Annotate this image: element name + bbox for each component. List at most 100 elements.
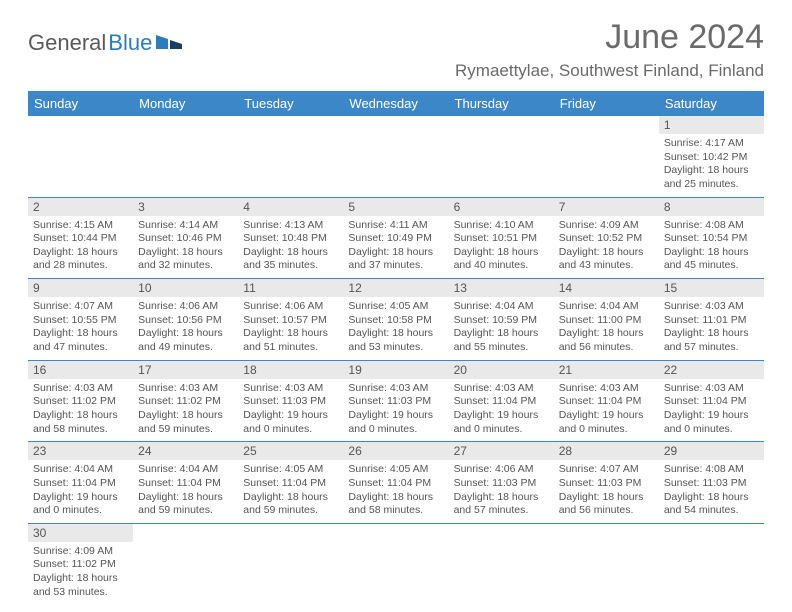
calendar-table: SundayMondayTuesdayWednesdayThursdayFrid… bbox=[28, 91, 764, 604]
sunset-line: Sunset: 11:04 PM bbox=[348, 477, 443, 491]
calendar-day: 9Sunrise: 4:07 AMSunset: 10:55 PMDayligh… bbox=[28, 279, 133, 361]
calendar-day: 14Sunrise: 4:04 AMSunset: 11:00 PMDaylig… bbox=[554, 279, 659, 361]
day-number: 15 bbox=[659, 279, 764, 297]
calendar-day-empty bbox=[449, 116, 554, 197]
sunset-line: Sunset: 11:02 PM bbox=[33, 395, 128, 409]
sunset-line: Sunset: 11:03 PM bbox=[243, 395, 338, 409]
day-header-row: SundayMondayTuesdayWednesdayThursdayFrid… bbox=[28, 91, 764, 116]
calendar-day-empty bbox=[554, 523, 659, 604]
sunset-line: Sunset: 11:04 PM bbox=[138, 477, 233, 491]
sunset-line: Sunset: 10:59 PM bbox=[454, 314, 549, 328]
sunrise-line: Sunrise: 4:05 AM bbox=[348, 463, 443, 477]
day-number: 3 bbox=[133, 198, 238, 216]
sunset-line: Sunset: 10:56 PM bbox=[138, 314, 233, 328]
daylight-line: Daylight: 19 hours and 0 minutes. bbox=[348, 409, 443, 436]
calendar-day: 15Sunrise: 4:03 AMSunset: 11:01 PMDaylig… bbox=[659, 279, 764, 361]
day-info: Sunrise: 4:07 AMSunset: 11:03 PMDaylight… bbox=[554, 460, 659, 523]
calendar-day: 22Sunrise: 4:03 AMSunset: 11:04 PMDaylig… bbox=[659, 360, 764, 442]
daylight-line: Daylight: 18 hours and 59 minutes. bbox=[138, 409, 233, 436]
day-info: Sunrise: 4:03 AMSunset: 11:02 PMDaylight… bbox=[133, 379, 238, 442]
calendar-day-empty bbox=[659, 523, 764, 604]
daylight-line: Daylight: 18 hours and 55 minutes. bbox=[454, 327, 549, 354]
sunrise-line: Sunrise: 4:10 AM bbox=[454, 219, 549, 233]
calendar-day: 16Sunrise: 4:03 AMSunset: 11:02 PMDaylig… bbox=[28, 360, 133, 442]
day-info: Sunrise: 4:17 AMSunset: 10:42 PMDaylight… bbox=[659, 134, 764, 197]
sunset-line: Sunset: 11:03 PM bbox=[348, 395, 443, 409]
calendar-day: 8Sunrise: 4:08 AMSunset: 10:54 PMDayligh… bbox=[659, 197, 764, 279]
sunset-line: Sunset: 11:03 PM bbox=[664, 477, 759, 491]
sunrise-line: Sunrise: 4:06 AM bbox=[454, 463, 549, 477]
daylight-line: Daylight: 18 hours and 58 minutes. bbox=[348, 491, 443, 518]
sunrise-line: Sunrise: 4:03 AM bbox=[559, 382, 654, 396]
day-number: 10 bbox=[133, 279, 238, 297]
day-number: 8 bbox=[659, 198, 764, 216]
day-info: Sunrise: 4:06 AMSunset: 10:56 PMDaylight… bbox=[133, 297, 238, 360]
day-info: Sunrise: 4:06 AMSunset: 10:57 PMDaylight… bbox=[238, 297, 343, 360]
sunset-line: Sunset: 11:00 PM bbox=[559, 314, 654, 328]
sunrise-line: Sunrise: 4:04 AM bbox=[454, 300, 549, 314]
day-number: 24 bbox=[133, 442, 238, 460]
day-number: 6 bbox=[449, 198, 554, 216]
calendar-day-empty bbox=[343, 116, 448, 197]
day-number: 22 bbox=[659, 361, 764, 379]
calendar-day-empty bbox=[133, 523, 238, 604]
location: Rymaettylae, Southwest Finland, Finland bbox=[455, 61, 764, 81]
calendar-day: 10Sunrise: 4:06 AMSunset: 10:56 PMDaylig… bbox=[133, 279, 238, 361]
calendar-day: 17Sunrise: 4:03 AMSunset: 11:02 PMDaylig… bbox=[133, 360, 238, 442]
day-info: Sunrise: 4:14 AMSunset: 10:46 PMDaylight… bbox=[133, 216, 238, 279]
calendar-day: 18Sunrise: 4:03 AMSunset: 11:03 PMDaylig… bbox=[238, 360, 343, 442]
sunset-line: Sunset: 10:51 PM bbox=[454, 232, 549, 246]
sunset-line: Sunset: 11:04 PM bbox=[454, 395, 549, 409]
sunrise-line: Sunrise: 4:04 AM bbox=[138, 463, 233, 477]
sunrise-line: Sunrise: 4:09 AM bbox=[559, 219, 654, 233]
day-header: Monday bbox=[133, 91, 238, 116]
sunset-line: Sunset: 11:01 PM bbox=[664, 314, 759, 328]
title-block: June 2024 Rymaettylae, Southwest Finland… bbox=[455, 18, 764, 81]
sunrise-line: Sunrise: 4:08 AM bbox=[664, 463, 759, 477]
day-info: Sunrise: 4:13 AMSunset: 10:48 PMDaylight… bbox=[238, 216, 343, 279]
day-number: 5 bbox=[343, 198, 448, 216]
day-number: 14 bbox=[554, 279, 659, 297]
calendar-day: 19 Sunrise: 4:03 AMSunset: 11:03 PMDaylig… bbox=[343, 360, 448, 442]
calendar-week: 9Sunrise: 4:07 AMSunset: 10:55 PMDayligh… bbox=[28, 279, 764, 361]
sunrise-line: Sunrise: 4:15 AM bbox=[33, 219, 128, 233]
calendar-day: 23Sunrise: 4:04 AMSunset: 11:04 PMDaylig… bbox=[28, 442, 133, 524]
calendar-day: 6Sunrise: 4:10 AMSunset: 10:51 PMDayligh… bbox=[449, 197, 554, 279]
logo-text-1: General bbox=[28, 30, 106, 56]
calendar-day-empty bbox=[343, 523, 448, 604]
day-info: Sunrise: 4:03 AMSunset: 11:04 PMDaylight… bbox=[554, 379, 659, 442]
sunset-line: Sunset: 11:04 PM bbox=[33, 477, 128, 491]
day-info: Sunrise: 4:03 AMSunset: 11:04 PMDaylight… bbox=[449, 379, 554, 442]
daylight-line: Daylight: 19 hours and 0 minutes. bbox=[559, 409, 654, 436]
logo-flag-icon bbox=[156, 33, 184, 53]
day-info: Sunrise: 4:08 AMSunset: 11:03 PMDaylight… bbox=[659, 460, 764, 523]
daylight-line: Daylight: 18 hours and 56 minutes. bbox=[559, 327, 654, 354]
day-info: Sunrise: 4:05 AMSunset: 10:58 PMDaylight… bbox=[343, 297, 448, 360]
day-number: 29 bbox=[659, 442, 764, 460]
day-number: 2 bbox=[28, 198, 133, 216]
day-info: Sunrise: 4:04 AMSunset: 11:00 PMDaylight… bbox=[554, 297, 659, 360]
sunrise-line: Sunrise: 4:03 AM bbox=[348, 382, 443, 396]
daylight-line: Daylight: 19 hours and 0 minutes. bbox=[664, 409, 759, 436]
day-info: Sunrise: 4:09 AMSunset: 11:02 PMDaylight… bbox=[28, 542, 133, 605]
sunrise-line: Sunrise: 4:05 AM bbox=[243, 463, 338, 477]
daylight-line: Daylight: 18 hours and 49 minutes. bbox=[138, 327, 233, 354]
daylight-line: Daylight: 18 hours and 32 minutes. bbox=[138, 246, 233, 273]
daylight-line: Daylight: 18 hours and 35 minutes. bbox=[243, 246, 338, 273]
day-number: 21 bbox=[554, 361, 659, 379]
calendar-day: 25Sunrise: 4:05 AMSunset: 11:04 PMDaylig… bbox=[238, 442, 343, 524]
sunrise-line: Sunrise: 4:03 AM bbox=[33, 382, 128, 396]
day-number: 23 bbox=[28, 442, 133, 460]
sunset-line: Sunset: 11:02 PM bbox=[138, 395, 233, 409]
calendar-day: 24Sunrise: 4:04 AMSunset: 11:04 PMDaylig… bbox=[133, 442, 238, 524]
calendar-day: 26Sunrise: 4:05 AMSunset: 11:04 PMDaylig… bbox=[343, 442, 448, 524]
day-info: Sunrise: 4:03 AMSunset: 11:04 PMDaylight… bbox=[659, 379, 764, 442]
sunset-line: Sunset: 10:54 PM bbox=[664, 232, 759, 246]
day-number: 19 bbox=[343, 361, 448, 379]
calendar-day-empty bbox=[554, 116, 659, 197]
daylight-line: Daylight: 18 hours and 56 minutes. bbox=[559, 491, 654, 518]
calendar-day: 7Sunrise: 4:09 AMSunset: 10:52 PMDayligh… bbox=[554, 197, 659, 279]
day-number: 7 bbox=[554, 198, 659, 216]
day-number: 4 bbox=[238, 198, 343, 216]
sunset-line: Sunset: 10:57 PM bbox=[243, 314, 338, 328]
